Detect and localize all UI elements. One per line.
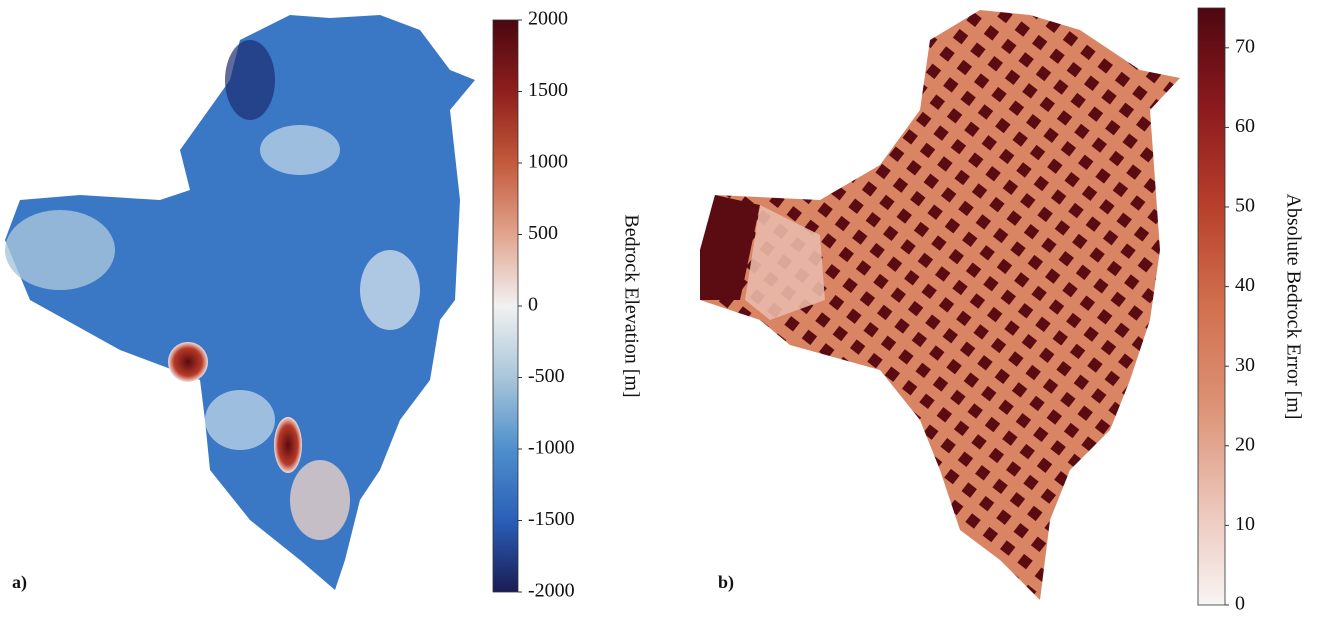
tick-label: -500	[528, 365, 565, 387]
colorbar	[492, 19, 519, 593]
panel-label: b)	[718, 572, 734, 593]
tick-label: -1500	[528, 508, 575, 530]
tick-label: 50	[1235, 195, 1255, 217]
tick-label: 500	[528, 222, 558, 244]
tick-label: 10	[1235, 513, 1255, 535]
colorbar-label: Bedrock Elevation [m]	[620, 214, 642, 397]
region-b	[700, 10, 1180, 600]
map-b	[700, 10, 1180, 600]
tick-label: -1000	[528, 437, 575, 459]
region-a	[5, 15, 475, 590]
colorbar	[1197, 7, 1226, 606]
colorbar-label: Absolute Bedrock Error [m]	[1282, 193, 1304, 419]
panel-label: a)	[12, 572, 27, 593]
tick-label: 20	[1235, 433, 1255, 455]
tick-label: 30	[1235, 354, 1255, 376]
tick-label: 0	[1235, 593, 1245, 615]
tick-label: -2000	[528, 580, 575, 602]
tick-label: 60	[1235, 115, 1255, 137]
tick-label: 0	[528, 294, 538, 316]
tick-label: 70	[1235, 35, 1255, 57]
tick-label: 40	[1235, 274, 1255, 296]
tick-label: 1500	[528, 79, 568, 101]
map-a	[5, 15, 475, 590]
tick-label: 1000	[528, 151, 568, 173]
tick-label: 2000	[528, 8, 568, 30]
